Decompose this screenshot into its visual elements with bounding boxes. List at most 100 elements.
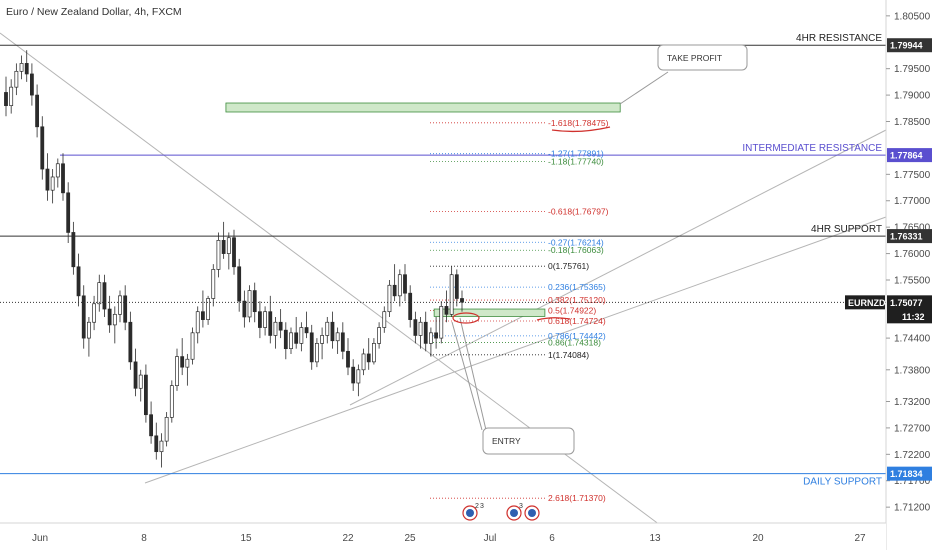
fib-label: 0.5(1.74922) <box>548 306 596 316</box>
candle-down <box>366 353 371 363</box>
level-price-tag <box>887 229 932 244</box>
candle-down <box>242 300 247 318</box>
fib-label: 0.618(1.74724) <box>548 316 606 326</box>
price-tick-label: 1.76000 <box>894 249 931 260</box>
candle-up <box>449 274 454 315</box>
candle-up <box>55 163 60 178</box>
take-profit-callout[interactable] <box>657 44 748 71</box>
candle-up <box>118 295 122 315</box>
candle-up <box>320 335 324 344</box>
candle-up <box>356 369 361 384</box>
symbol-tag <box>845 295 885 310</box>
price-axis[interactable] <box>886 0 932 550</box>
event-flag-icon <box>528 509 536 517</box>
fib-label: 0.786(1.74442) <box>548 331 606 341</box>
candle-up <box>159 440 164 453</box>
candle-down <box>330 321 335 342</box>
price-tick-label: 1.76500 <box>894 223 931 234</box>
fib-label: 0.86(1.74318) <box>548 337 601 347</box>
candle-down <box>107 308 112 326</box>
horizontal-levels: 4HR RESISTANCE INTERMEDIATE RESISTANCE 4HR… <box>0 33 886 488</box>
candle-up <box>372 343 376 363</box>
take-profit-underline <box>551 126 611 133</box>
candle-down <box>232 237 236 268</box>
candle-down <box>180 356 185 368</box>
candle-down <box>423 321 428 344</box>
candle-up <box>195 311 200 334</box>
candle-down <box>102 282 107 310</box>
date-tick-label: 20 <box>752 533 764 544</box>
candle-down <box>294 332 299 344</box>
candle-down <box>258 311 262 328</box>
fib-label: 0(1.75761) <box>548 261 589 271</box>
candle-up <box>175 356 179 386</box>
candle-up <box>325 321 330 336</box>
candle-up <box>273 321 278 336</box>
fib-label: 0.236(1.75365) <box>548 282 606 292</box>
entry-callout[interactable] <box>482 427 575 455</box>
event-flag-icon <box>510 509 518 517</box>
event-badge-count: 3 <box>480 503 484 510</box>
entry-pointer <box>459 317 487 431</box>
event-badge-count: 2 <box>475 503 479 510</box>
candle-down <box>154 435 159 453</box>
date-tick-label: Jun <box>32 533 48 544</box>
candle-down <box>278 321 283 331</box>
level-price-tag <box>887 38 932 53</box>
candle-up <box>87 321 91 339</box>
candle-down <box>346 350 350 368</box>
date-tick-label: 15 <box>240 533 252 544</box>
countdown-text: 11:32 <box>902 312 925 322</box>
take-profit-callout-text: TAKE PROFIT <box>667 53 722 63</box>
chart-title: Euro / New Zealand Dollar, 4h, FXCM <box>6 6 182 18</box>
candle-up <box>397 274 402 297</box>
event-badge-count: 3 <box>519 503 523 510</box>
level-price-tag <box>887 148 932 163</box>
candle-down <box>392 284 397 297</box>
fib-label: -0.618(1.76797) <box>548 206 609 216</box>
current-price-tag <box>887 295 932 324</box>
fifty-percent-underline <box>536 317 571 321</box>
level-price-tag-text: 1.76331 <box>890 232 923 242</box>
candle-up <box>112 313 117 326</box>
level-price-tag <box>887 466 932 481</box>
axis-price-tags: 1.79944 1.77864 1.76331 1.71834 1.75077 11:32 <box>887 38 932 481</box>
price-tick-label: 1.74400 <box>894 334 931 345</box>
candle-up <box>418 321 423 336</box>
fib-label: -1.27(1.77891) <box>548 149 604 159</box>
candle-up <box>299 327 304 344</box>
candle-up <box>169 385 174 418</box>
level-price-tag-text: 1.71834 <box>890 469 923 479</box>
candle-up <box>216 240 221 270</box>
candle-down <box>71 232 76 268</box>
candle-down <box>144 374 148 416</box>
candle-down <box>252 290 257 313</box>
ascending-trendline-lower <box>144 216 887 484</box>
time-axis[interactable] <box>0 523 886 550</box>
event-flag-icon <box>466 509 474 517</box>
candle-down <box>413 319 418 336</box>
price-tick-label: 1.79500 <box>894 64 931 75</box>
date-tick-label: 27 <box>854 533 866 544</box>
candle-down <box>237 266 242 302</box>
candle-down <box>40 126 45 170</box>
candle-up <box>429 332 433 344</box>
price-tick-label: 1.71200 <box>894 503 931 514</box>
fib-label: 0.382(1.75120) <box>548 295 606 305</box>
candle-down <box>460 298 464 303</box>
fib-label: -0.27(1.76214) <box>548 237 604 247</box>
candle-down <box>76 266 81 297</box>
candle-up <box>377 327 381 344</box>
candle-down <box>221 240 226 254</box>
candle-up <box>335 332 340 342</box>
entry-callout-text: ENTRY <box>492 436 521 446</box>
candle-up <box>382 311 387 328</box>
price-tick-label: 1.72200 <box>894 450 931 461</box>
candle-down <box>45 168 50 191</box>
symbol-tag-text: EURNZD <box>848 298 886 308</box>
price-tick-label: 1.73200 <box>894 397 931 408</box>
candle-down <box>61 163 65 194</box>
fib-label: 2.618(1.71370) <box>548 493 606 503</box>
